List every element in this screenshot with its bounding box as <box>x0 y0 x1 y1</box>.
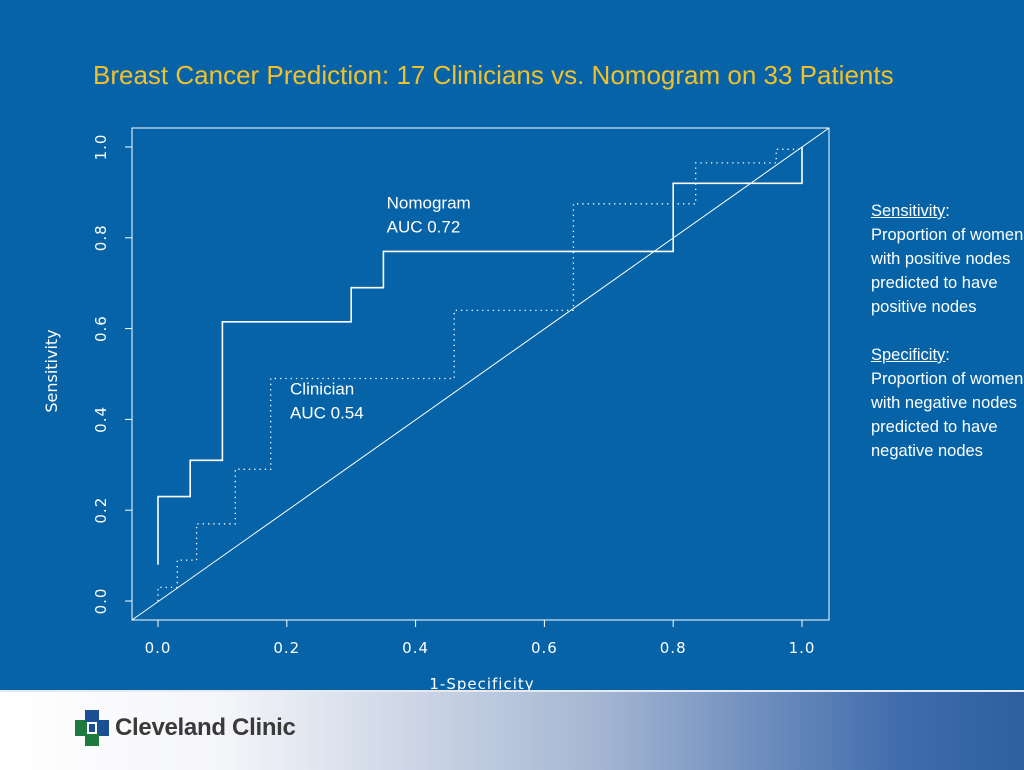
sensitivity-term: Sensitivity <box>871 202 946 220</box>
clinician-annotation-name: Clinician <box>290 379 354 398</box>
footer-bar: Cleveland Clinic <box>0 690 1024 770</box>
x-tick-label: 0.6 <box>531 639 558 657</box>
sensitivity-definition: Sensitivity: Proportion of women with po… <box>871 199 1024 319</box>
logo-text: Cleveland Clinic <box>115 714 296 741</box>
y-tick-label: 0.8 <box>92 224 110 251</box>
nomogram-annotation-name: Nomogram <box>387 193 471 212</box>
slide-title: Breast Cancer Prediction: 17 Clinicians … <box>93 60 894 90</box>
clinician-annotation-auc: AUC 0.54 <box>290 403 364 422</box>
y-axis-label: Sensitivity <box>42 329 61 412</box>
sensitivity-colon: : <box>945 202 950 220</box>
x-tick-label: 0.8 <box>660 639 687 657</box>
roc-chart: 0.0 0.2 0.4 0.6 0.8 1.0 0.0 0.2 0.4 0.6 0.8 1.0 1-Sp… <box>42 127 830 693</box>
specificity-colon: : <box>945 346 950 364</box>
specificity-text: Proportion of women with negative nodes … <box>871 370 1024 460</box>
nomogram-roc-line <box>157 147 803 565</box>
x-tick-label: 1.0 <box>789 639 816 657</box>
x-tick-label: 0.2 <box>273 639 300 657</box>
y-tick-label: 0.6 <box>92 315 110 342</box>
specificity-term: Specificity <box>871 346 946 364</box>
x-axis-label: 1-Specificity <box>429 675 534 693</box>
specificity-definition: Specificity: Proportion of women with ne… <box>871 343 1024 463</box>
plot-frame <box>131 127 830 621</box>
y-tick-label: 1.0 <box>92 134 110 161</box>
x-tick-label: 0.0 <box>145 639 172 657</box>
reference-diagonal <box>131 127 830 621</box>
cleveland-clinic-logo-icon <box>75 710 109 746</box>
y-tick-label: 0.4 <box>92 406 110 433</box>
sensitivity-text: Proportion of women with positive nodes … <box>871 226 1024 316</box>
definitions-panel: Sensitivity: Proportion of women with po… <box>871 199 1024 487</box>
y-tick-label: 0.0 <box>92 588 110 615</box>
nomogram-annotation-auc: AUC 0.72 <box>387 217 461 236</box>
x-tick-label: 0.4 <box>402 639 429 657</box>
y-tick-label: 0.2 <box>92 497 110 524</box>
